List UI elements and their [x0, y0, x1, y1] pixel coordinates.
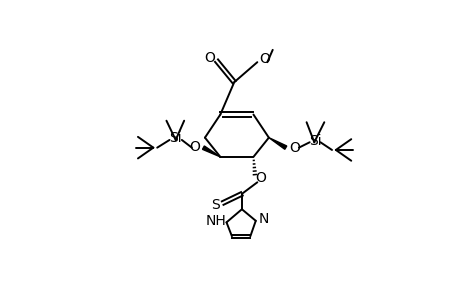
Text: Si: Si [308, 134, 321, 148]
Text: O: O [258, 52, 269, 66]
Text: NH: NH [205, 214, 226, 228]
Text: N: N [257, 212, 268, 226]
Text: Si: Si [169, 131, 182, 146]
Text: O: O [255, 172, 266, 185]
Text: O: O [189, 140, 200, 154]
Polygon shape [202, 146, 220, 157]
Text: O: O [204, 51, 214, 64]
Text: S: S [211, 198, 219, 212]
Text: O: O [289, 141, 300, 155]
Polygon shape [268, 138, 286, 149]
